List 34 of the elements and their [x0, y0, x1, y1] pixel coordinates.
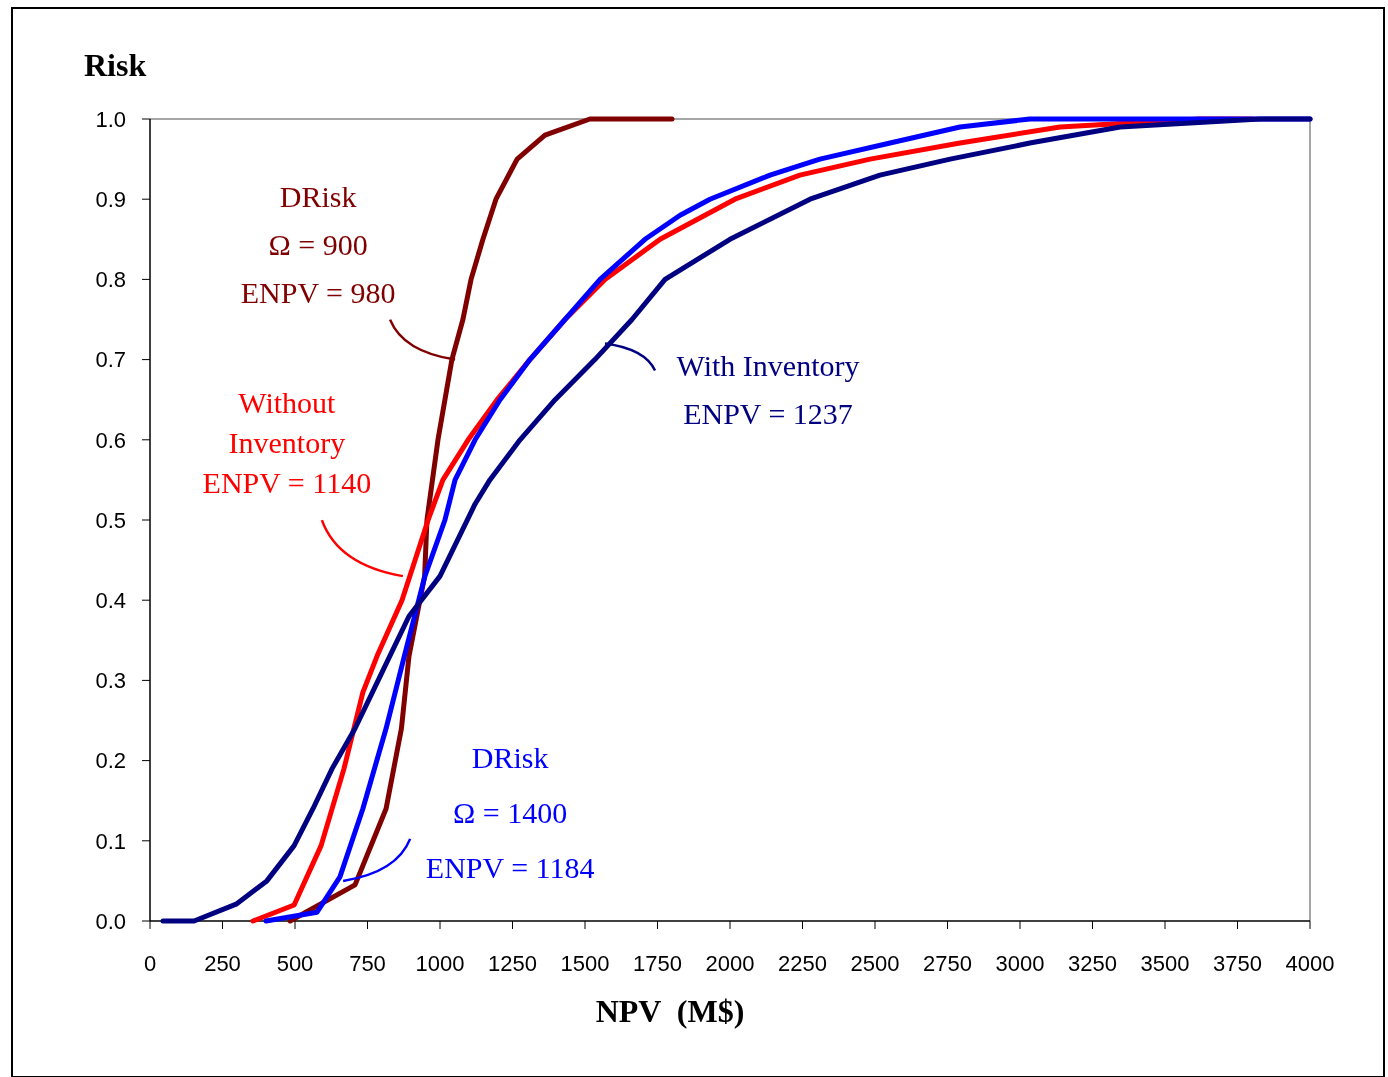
y-tick-label: 0.6	[95, 427, 126, 453]
x-tick-label: 500	[276, 951, 314, 976]
x-tick-label: 3750	[1213, 951, 1262, 976]
x-tick-label: 0	[143, 951, 157, 976]
annotation: DRisk Ω = 1400 ENPV = 1184	[425, 740, 595, 884]
x-tick-label: 2500	[850, 951, 900, 976]
chart-title: Risk	[84, 47, 147, 83]
y-tick-label: 0.9	[95, 186, 126, 212]
annotation: DRisk Ω = 900 ENPV = 980	[240, 179, 396, 309]
y-tick-label: 0.4	[95, 587, 126, 613]
y-tick-label: 0.1	[95, 828, 126, 854]
y-tick-label: 1.0	[95, 106, 126, 132]
x-tick-label: 250	[204, 951, 241, 976]
x-tick-label: 2750	[923, 951, 972, 976]
x-tick-label: 2000	[705, 951, 755, 976]
y-tick-label: 0.5	[95, 507, 126, 533]
x-tick-label: 1750	[633, 951, 682, 976]
y-tick-label: 0.0	[95, 908, 126, 934]
x-tick-label: 1000	[415, 951, 465, 976]
x-tick-label: 2250	[778, 951, 827, 976]
x-tick-label: 3250	[1068, 951, 1117, 976]
x-tick-label: 3000	[995, 951, 1045, 976]
x-tick-label: 4000	[1285, 951, 1335, 976]
x-tick-label: 1500	[560, 951, 610, 976]
x-tick-label: 1250	[488, 951, 537, 976]
y-tick-label: 0.8	[95, 267, 126, 293]
y-tick-label: 0.2	[95, 748, 126, 774]
annotation: Without Inventory ENPV = 1140	[202, 386, 372, 500]
x-tick-label: 3500	[1140, 951, 1190, 976]
x-axis-title: NPV (M$)	[595, 993, 745, 1029]
x-tick-label: 750	[349, 951, 386, 976]
y-tick-label: 0.7	[95, 347, 126, 373]
y-tick-label: 0.3	[95, 668, 126, 694]
annotation: With Inventory ENPV = 1237	[676, 348, 860, 430]
